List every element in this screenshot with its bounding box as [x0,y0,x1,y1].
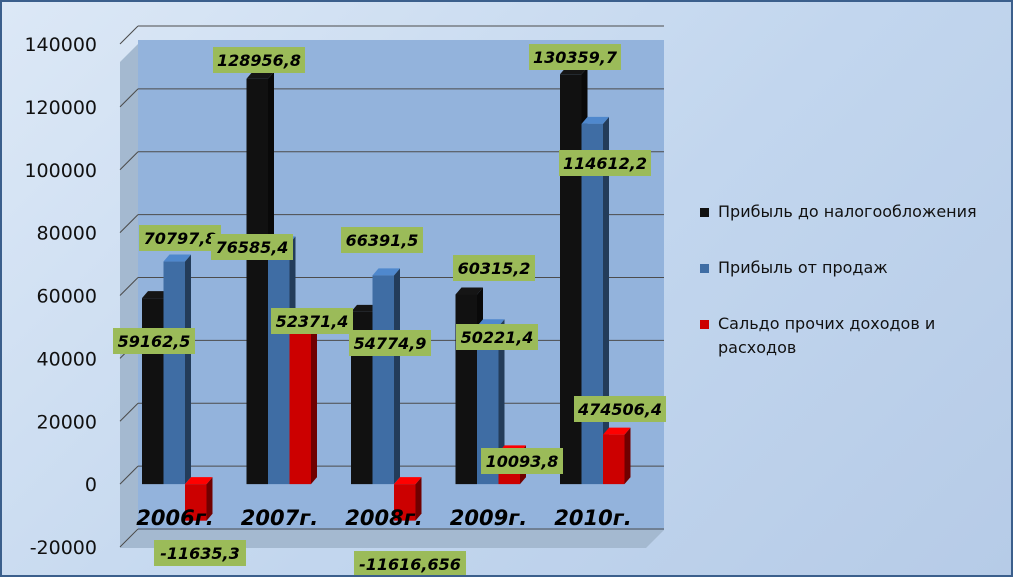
data-label: 50221,4 [456,324,538,350]
data-label: 60315,2 [453,255,535,281]
svg-text:-11635,3: -11635,3 [160,544,240,563]
gridline [119,277,139,296]
data-labels: 59162,5 70797,8 -11635,3 128956,8 76585,4 523… [113,44,666,575]
x-tick-label: 2010г. [554,506,631,530]
legend-label: Прибыль до налогообложения [718,202,977,221]
svg-text:50221,4: 50221,4 [461,328,534,347]
svg-text:59162,5: 59162,5 [118,332,191,351]
y-tick-label: 80000 [37,223,97,245]
gridline [119,214,139,233]
legend-item: Сальдо прочих доходов и расходов [700,312,1000,360]
svg-text:76585,4: 76585,4 [216,238,289,257]
x-tick-label: 2006г. [136,506,213,530]
bar [185,477,213,521]
x-tick-label: 2009г. [450,506,527,530]
gridline [119,528,139,548]
data-label: 128956,8 [213,47,305,73]
legend-label: Прибыль от продаж [718,258,888,277]
svg-text:60315,2: 60315,2 [458,259,531,278]
x-tick-label: 2008г. [345,506,422,530]
bar [394,477,422,521]
data-label: 54774,9 [349,330,431,356]
legend-label: Сальдо прочих доходов и расходов [718,314,936,357]
gridline [119,88,139,108]
y-tick-label: -20000 [30,537,97,559]
svg-text:128956,8: 128956,8 [217,51,301,70]
y-tick-label: 40000 [37,348,97,370]
svg-text:-11616,656: -11616,656 [359,555,461,574]
svg-text:114612,2: 114612,2 [563,154,647,173]
y-tick-label: 20000 [37,411,97,433]
data-label: 130359,7 [529,44,621,70]
svg-text:130359,7: 130359,7 [533,48,618,67]
x-tick-label: 2007г. [241,506,318,530]
legend-item: Прибыль от продаж [700,256,1000,280]
legend-swatch [700,208,709,217]
gridline [119,402,139,422]
legend-swatch [700,264,709,273]
floor [120,530,664,548]
svg-text:70797,8: 70797,8 [144,229,217,248]
data-label: 66391,5 [341,227,423,253]
bar [603,427,631,485]
bar [581,116,609,485]
legend: Прибыль до налогообложения Прибыль от пр… [700,200,1000,392]
svg-text:474506,4: 474506,4 [577,400,662,419]
gridline [119,465,139,485]
x-axis: 2006г. 2007г. 2008г. 2009г. 2010г. [136,506,631,530]
data-label: 70797,8 [139,225,221,251]
y-tick-label: 60000 [37,286,97,308]
bar [289,312,317,485]
data-label: -11635,3 [154,540,246,566]
data-label: 474506,4 [574,396,666,422]
data-label: 59162,5 [113,328,195,354]
data-label: 52371,4 [271,308,353,334]
data-label: 10093,8 [481,448,563,474]
bar [372,268,400,485]
gridline [119,151,139,171]
data-label: 114612,2 [559,150,651,176]
side-wall [120,44,138,548]
bar [477,319,505,485]
data-label: -11616,656 [354,551,466,575]
y-axis: -20000 0 20000 40000 60000 80000 100000 120000 1… [24,34,97,559]
svg-text:52371,4: 52371,4 [276,312,349,331]
svg-text:66391,5: 66391,5 [346,231,419,250]
y-tick-label: 100000 [24,160,97,182]
gridline [119,25,139,45]
svg-text:10093,8: 10093,8 [486,452,559,471]
bar [163,254,191,485]
svg-text:54774,9: 54774,9 [354,334,427,353]
legend-item: Прибыль до налогообложения [700,200,1000,224]
legend-swatch [700,320,709,329]
y-tick-label: 120000 [24,97,97,119]
y-tick-label: 140000 [24,34,97,56]
y-tick-label: 0 [85,474,97,496]
data-label: 76585,4 [211,234,293,260]
